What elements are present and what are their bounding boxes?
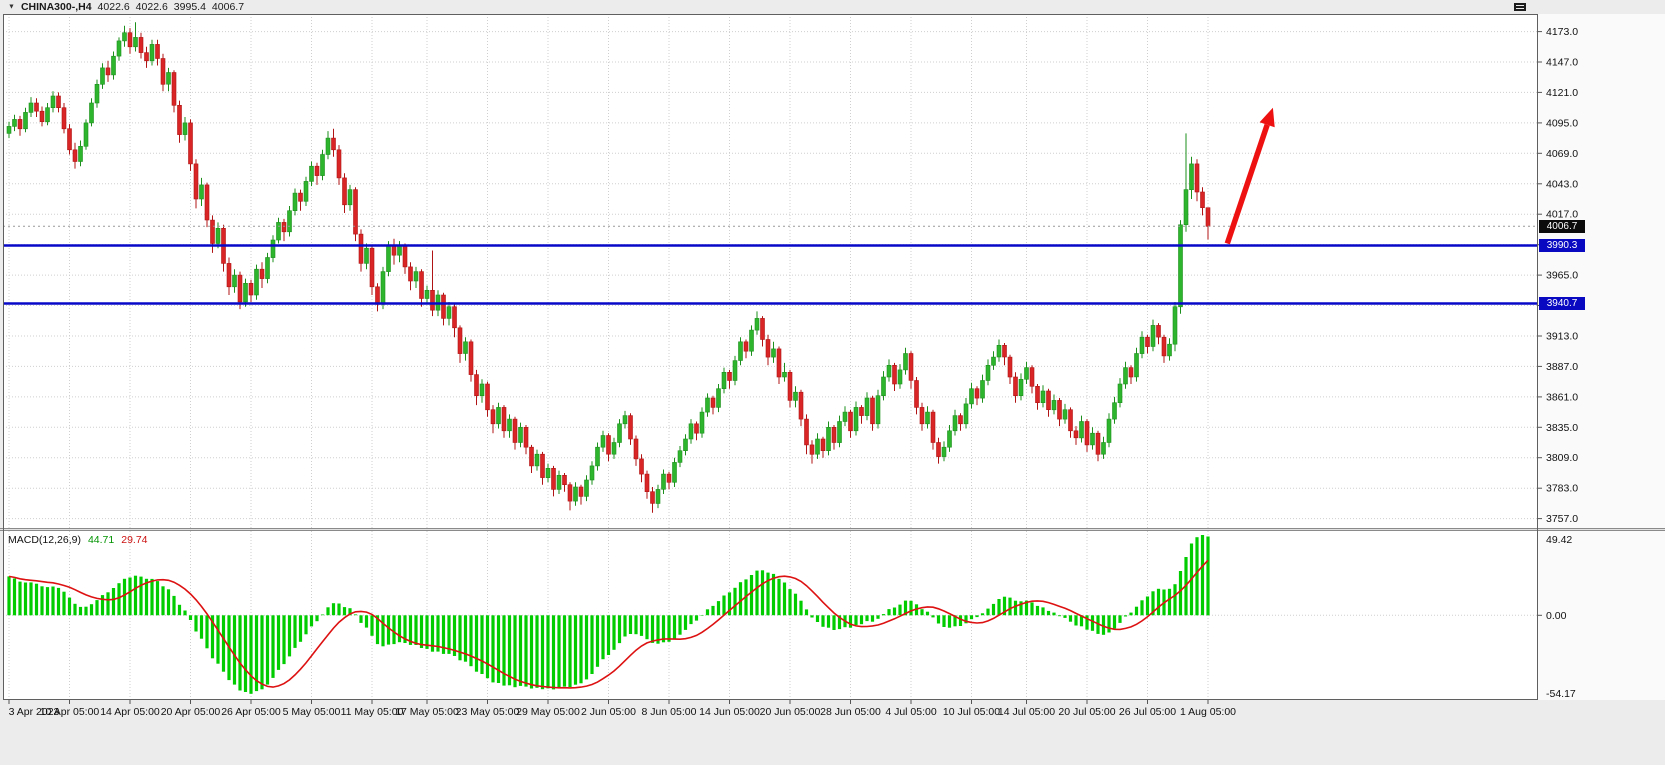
price-chart-canvas[interactable]: 4173.0 4147.0 4121.0 4095.0 4069.0 4043.0 4017…: [0, 14, 1665, 765]
svg-text:4095.0: 4095.0: [1546, 117, 1578, 129]
svg-text:28 Jun 05:00: 28 Jun 05:00: [820, 706, 881, 718]
candles-layer: [6, 22, 1211, 513]
trend-arrow[interactable]: [1224, 107, 1275, 245]
svg-text:3757.0: 3757.0: [1546, 513, 1578, 525]
symbol-period-label: CHINA300-,H4: [20, 1, 92, 13]
svg-text:20 Jul 05:00: 20 Jul 05:00: [1058, 706, 1115, 718]
svg-text:20 Jun 05:00: 20 Jun 05:00: [760, 706, 821, 718]
svg-text:4017.0: 4017.0: [1546, 209, 1578, 221]
ohlc-close-value: 4006.7: [211, 1, 245, 13]
svg-text:4069.0: 4069.0: [1546, 148, 1578, 160]
svg-text:3913.0: 3913.0: [1546, 331, 1578, 343]
svg-text:17 May 05:00: 17 May 05:00: [395, 706, 459, 718]
macd-signal-value: 29.74: [121, 534, 148, 546]
svg-text:4043.0: 4043.0: [1546, 178, 1578, 190]
svg-text:3887.0: 3887.0: [1546, 361, 1578, 373]
ohlc-high-value: 4022.6: [135, 1, 168, 13]
svg-text:26 Jul 05:00: 26 Jul 05:00: [1119, 706, 1176, 718]
svg-text:23 May 05:00: 23 May 05:00: [456, 706, 520, 718]
macd-axis-labels: 49.42 0.00 -54.17: [1538, 534, 1576, 700]
ohlc-low-value: 3995.4: [173, 1, 206, 13]
svg-text:3809.0: 3809.0: [1546, 452, 1578, 464]
macd-histogram: [7, 535, 1210, 694]
macd-signal-line: [8, 559, 1209, 689]
svg-text:0.00: 0.00: [1546, 610, 1567, 622]
resistance-level-badge: 3990.3: [1539, 239, 1585, 252]
svg-text:4121.0: 4121.0: [1546, 87, 1578, 99]
window-titlebar: ▼ CHINA300-,H4 4022.6 4022.6 3995.4 4006…: [0, 0, 1665, 14]
svg-text:4147.0: 4147.0: [1546, 57, 1578, 69]
svg-text:5 May 05:00: 5 May 05:00: [283, 706, 341, 718]
svg-text:3835.0: 3835.0: [1546, 422, 1578, 434]
chart-menu-icon[interactable]: [1514, 3, 1526, 11]
support-level-badge: 3940.7: [1539, 297, 1585, 310]
svg-text:-54.17: -54.17: [1546, 688, 1576, 700]
svg-text:11 May 05:00: 11 May 05:00: [341, 706, 404, 718]
svg-text:3783.0: 3783.0: [1546, 483, 1578, 495]
svg-text:29 May 05:00: 29 May 05:00: [516, 706, 580, 718]
svg-text:8 Jun 05:00: 8 Jun 05:00: [642, 706, 697, 718]
svg-text:14 Apr 05:00: 14 Apr 05:00: [100, 706, 160, 718]
svg-text:1 Aug 05:00: 1 Aug 05:00: [1180, 706, 1236, 718]
pane-splitter[interactable]: [0, 528, 1665, 531]
svg-text:3965.0: 3965.0: [1546, 270, 1578, 282]
svg-text:3 Apr 2023: 3 Apr 2023: [9, 706, 60, 718]
chart-border: [3, 14, 1538, 700]
macd-indicator-header: MACD(12,26,9) 44.71 29.74: [8, 534, 148, 546]
svg-text:3861.0: 3861.0: [1546, 391, 1578, 403]
symbol-dropdown-icon[interactable]: ▼: [8, 3, 15, 10]
svg-text:4173.0: 4173.0: [1546, 26, 1578, 38]
price-axis-background: [1538, 14, 1665, 700]
macd-label: MACD(12,26,9): [8, 534, 81, 546]
svg-text:2 Jun 05:00: 2 Jun 05:00: [581, 706, 636, 718]
svg-text:14 Jul 05:00: 14 Jul 05:00: [998, 706, 1055, 718]
svg-text:4 Jul 05:00: 4 Jul 05:00: [885, 706, 937, 718]
chart-background: [3, 14, 1538, 700]
macd-main-value: 44.71: [87, 534, 115, 546]
svg-text:10 Jul 05:00: 10 Jul 05:00: [943, 706, 1000, 718]
svg-text:26 Apr 05:00: 26 Apr 05:00: [221, 706, 281, 718]
current-price-badge: 4006.7: [1539, 219, 1585, 233]
svg-text:14 Jun 05:00: 14 Jun 05:00: [699, 706, 760, 718]
svg-text:20 Apr 05:00: 20 Apr 05:00: [161, 706, 221, 718]
svg-text:10 Apr 05:00: 10 Apr 05:00: [40, 706, 100, 718]
svg-text:49.42: 49.42: [1546, 534, 1572, 546]
ohlc-open-value: 4022.6: [97, 1, 130, 13]
